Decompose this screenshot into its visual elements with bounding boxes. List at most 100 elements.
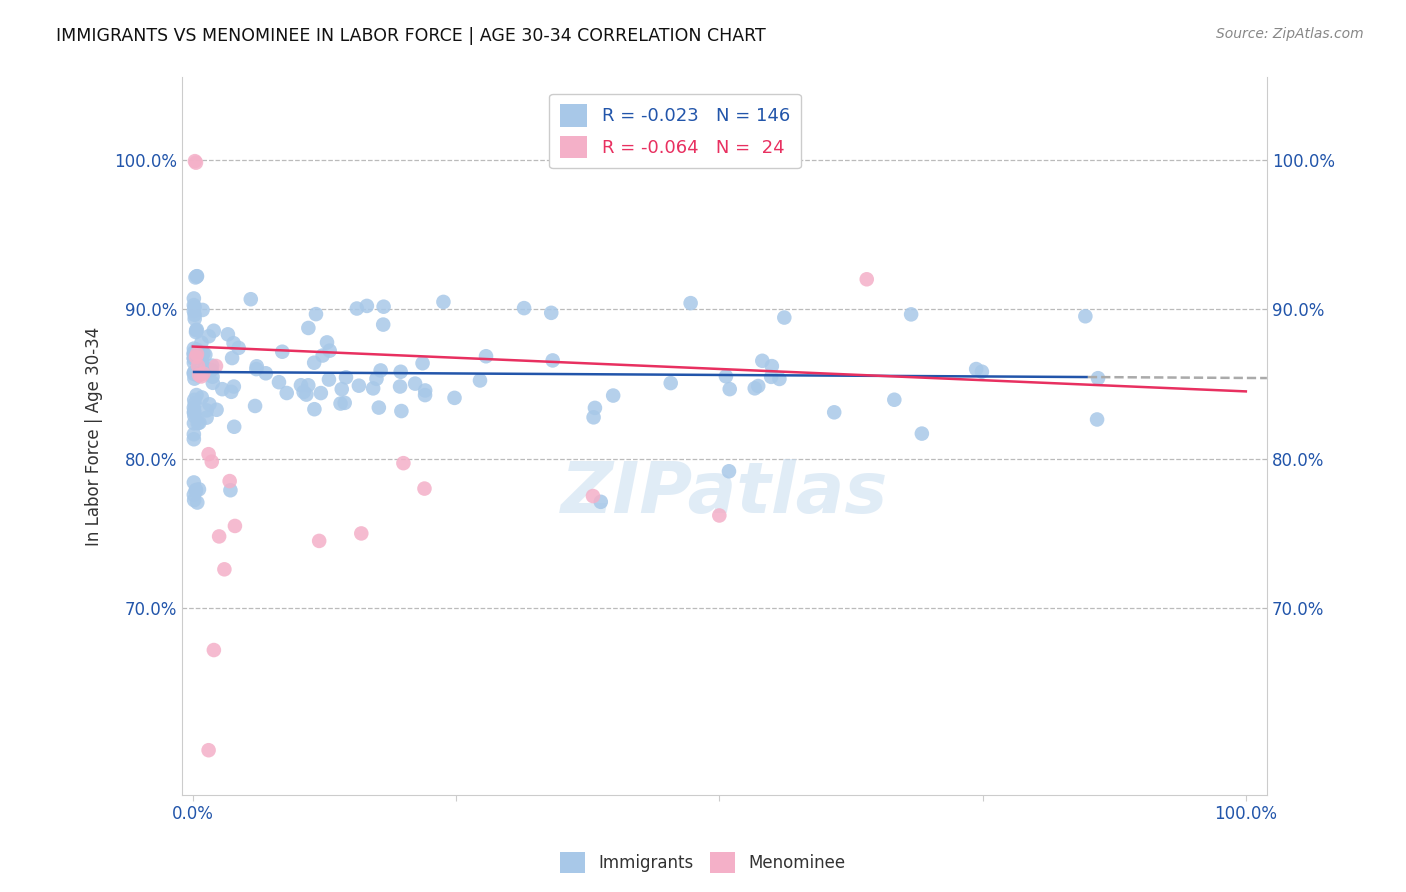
Immigrants [413, 388, 436, 402]
Immigrants [198, 329, 221, 343]
Immigrants [330, 382, 353, 396]
Immigrants [267, 375, 290, 389]
Immigrants [183, 392, 205, 407]
Immigrants [297, 321, 319, 335]
Menominee [308, 533, 330, 548]
Immigrants [751, 353, 773, 368]
Menominee [188, 368, 211, 382]
Immigrants [295, 387, 318, 401]
Immigrants [193, 346, 215, 360]
Immigrants [773, 310, 796, 325]
Immigrants [309, 386, 332, 401]
Immigrants [188, 483, 211, 497]
Immigrants [183, 366, 205, 380]
Menominee [855, 272, 877, 286]
Immigrants [183, 298, 205, 312]
Immigrants [183, 488, 205, 502]
Immigrants [302, 356, 325, 370]
Menominee [709, 508, 731, 523]
Immigrants [540, 306, 562, 320]
Immigrants [183, 351, 205, 366]
Immigrants [370, 363, 392, 377]
Immigrants [768, 372, 790, 386]
Immigrants [389, 404, 412, 418]
Immigrants [183, 404, 205, 418]
Immigrants [316, 335, 339, 350]
Immigrants [541, 353, 564, 368]
Immigrants [970, 365, 993, 379]
Immigrants [243, 399, 266, 413]
Immigrants [883, 392, 905, 407]
Immigrants [183, 432, 205, 446]
Immigrants [194, 360, 217, 375]
Immigrants [271, 344, 294, 359]
Immigrants [389, 365, 412, 379]
Immigrants [183, 304, 205, 318]
Immigrants [245, 362, 267, 376]
Immigrants [183, 371, 205, 385]
Immigrants [217, 327, 239, 342]
Immigrants [747, 379, 769, 393]
Immigrants [744, 381, 766, 395]
Immigrants [195, 403, 218, 417]
Immigrants [183, 351, 205, 366]
Immigrants [513, 301, 536, 315]
Immigrants [468, 374, 491, 388]
Immigrants [373, 318, 395, 332]
Immigrants [222, 379, 245, 393]
Menominee [208, 529, 231, 543]
Immigrants [186, 323, 208, 337]
Immigrants [183, 345, 205, 359]
Immigrants [412, 356, 434, 370]
Immigrants [201, 369, 224, 384]
Immigrants [761, 359, 783, 373]
Y-axis label: In Labor Force | Age 30-34: In Labor Force | Age 30-34 [86, 326, 103, 546]
Text: IMMIGRANTS VS MENOMINEE IN LABOR FORCE | AGE 30-34 CORRELATION CHART: IMMIGRANTS VS MENOMINEE IN LABOR FORCE |… [56, 27, 766, 45]
Menominee [201, 455, 224, 469]
Immigrants [195, 410, 218, 425]
Immigrants [190, 335, 212, 350]
Immigrants [759, 369, 782, 384]
Immigrants [292, 384, 315, 399]
Immigrants [183, 409, 205, 423]
Immigrants [183, 342, 205, 356]
Immigrants [187, 416, 209, 430]
Immigrants [718, 382, 741, 396]
Immigrants [183, 311, 205, 326]
Immigrants [228, 341, 250, 355]
Immigrants [183, 356, 205, 370]
Immigrants [356, 299, 378, 313]
Immigrants [443, 391, 465, 405]
Immigrants [823, 405, 845, 419]
Immigrants [205, 402, 228, 417]
Immigrants [183, 401, 205, 415]
Immigrants [183, 475, 205, 490]
Menominee [193, 367, 215, 381]
Immigrants [191, 350, 214, 364]
Immigrants [254, 366, 277, 380]
Immigrants [659, 376, 682, 390]
Immigrants [183, 427, 205, 442]
Immigrants [413, 384, 436, 398]
Immigrants [184, 483, 207, 498]
Immigrants [188, 368, 211, 382]
Menominee [214, 562, 236, 576]
Immigrants [367, 401, 389, 415]
Immigrants [183, 405, 205, 419]
Immigrants [389, 379, 412, 393]
Immigrants [219, 384, 242, 399]
Immigrants [714, 369, 737, 384]
Immigrants [183, 347, 205, 361]
Immigrants [184, 483, 207, 497]
Menominee [224, 519, 246, 533]
Menominee [350, 526, 373, 541]
Menominee [184, 155, 207, 169]
Legend: Immigrants, Menominee: Immigrants, Menominee [554, 846, 852, 880]
Menominee [218, 474, 240, 488]
Immigrants [366, 372, 388, 386]
Text: Source: ZipAtlas.com: Source: ZipAtlas.com [1216, 27, 1364, 41]
Immigrants [965, 362, 987, 376]
Immigrants [297, 378, 319, 392]
Immigrants [1085, 412, 1108, 426]
Immigrants [195, 363, 218, 377]
